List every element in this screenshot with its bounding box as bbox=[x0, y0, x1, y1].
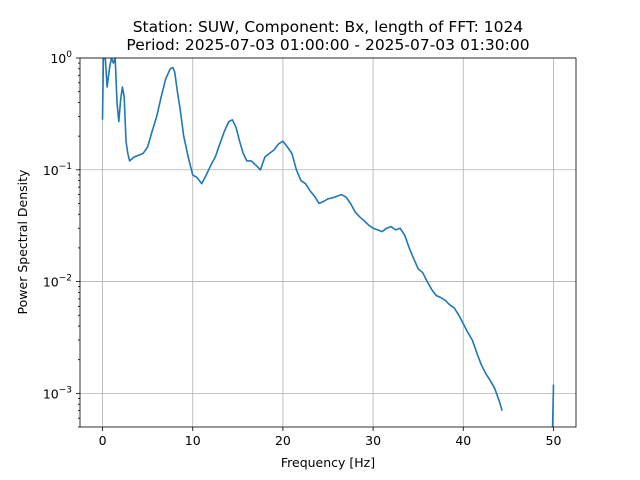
psd-series-line-2 bbox=[551, 384, 555, 427]
x-tick-label: 0 bbox=[99, 433, 107, 448]
chart-title-line2: Period: 2025-07-03 01:00:00 - 2025-07-03… bbox=[126, 36, 529, 54]
x-tick-label: 20 bbox=[275, 433, 291, 448]
x-tick-label: 50 bbox=[546, 433, 562, 448]
x-tick-label: 30 bbox=[365, 433, 381, 448]
psd-series-line-1 bbox=[101, 58, 503, 411]
x-tick-label: 10 bbox=[185, 433, 201, 448]
y-tick-label: 10−3 bbox=[43, 385, 72, 401]
chart-title-line1: Station: SUW, Component: Bx, length of F… bbox=[133, 18, 524, 36]
axis-ticks: 0 10 20 30 40 50 100 10−1 10−2 10−3 bbox=[43, 50, 562, 448]
x-axis-label: Frequency [Hz] bbox=[281, 455, 375, 470]
y-tick-label: 100 bbox=[50, 50, 72, 66]
y-axis-label: Power Spectral Density bbox=[15, 169, 30, 314]
y-tick-label: 10−2 bbox=[43, 274, 72, 290]
plot-area bbox=[101, 58, 555, 427]
x-tick-label: 40 bbox=[455, 433, 471, 448]
y-tick-label: 10−1 bbox=[43, 162, 72, 178]
axes-frame bbox=[79, 57, 577, 428]
